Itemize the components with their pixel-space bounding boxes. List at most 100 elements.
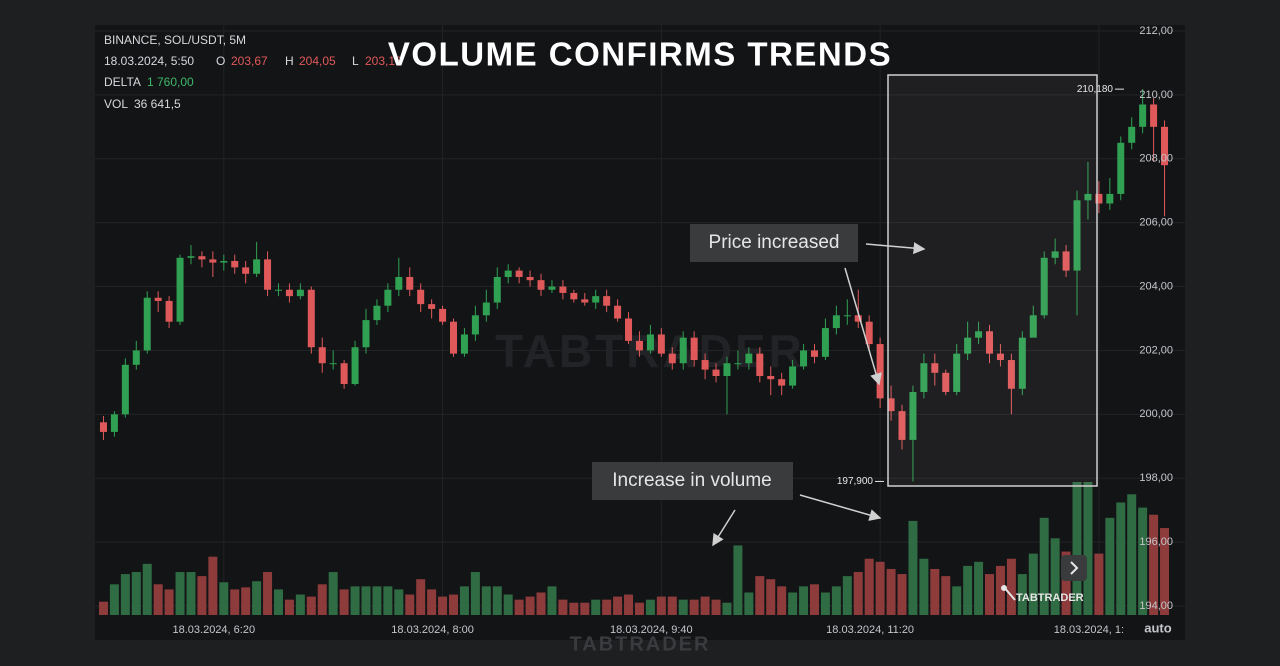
y-tick-label: 194,00 — [1139, 600, 1173, 612]
candle-body — [832, 315, 840, 329]
candle-body — [1117, 142, 1125, 194]
candle-body — [570, 292, 578, 300]
candle-body — [329, 363, 337, 365]
y-tick-label: 212,00 — [1139, 25, 1173, 37]
volume-bar — [864, 558, 874, 615]
candle-body — [515, 270, 523, 277]
volume-bar — [678, 599, 688, 615]
candle-body — [942, 372, 950, 392]
candle-body — [843, 315, 851, 317]
volume-bar — [744, 592, 754, 615]
volume-bar — [733, 545, 743, 615]
high-marker-label: 210,180 — [1077, 84, 1114, 95]
volume-bar — [120, 574, 130, 615]
candle-body — [931, 363, 939, 373]
watermark: TABTRADER — [570, 633, 711, 655]
annotation-box — [592, 462, 793, 500]
volume-bar — [503, 594, 513, 615]
volume-bar — [98, 601, 108, 615]
time: 18.03.2024, 5:50 — [104, 54, 194, 68]
candle-body — [1139, 104, 1147, 127]
volume-bar — [186, 572, 196, 615]
candle-body — [417, 289, 425, 305]
volume-bar — [897, 574, 907, 615]
volume-bar — [820, 592, 830, 615]
volume-bar — [492, 586, 502, 615]
volume-bar — [230, 589, 240, 615]
chart-title: VOLUME CONFIRMS TRENDS — [388, 36, 892, 73]
y-tick-label: 202,00 — [1139, 344, 1173, 356]
volume-bar — [394, 589, 404, 615]
volume-bar — [766, 579, 776, 615]
volume-layer — [98, 482, 1170, 615]
x-tick-label: 18.03.2024, 11:20 — [826, 624, 914, 636]
scale-mode[interactable]: auto — [1144, 620, 1172, 635]
candle-body — [340, 363, 348, 384]
volume-bar — [602, 599, 612, 615]
candle-body — [351, 347, 359, 384]
vol-value: 36 641,5 — [134, 97, 181, 111]
volume-bar — [689, 599, 699, 615]
y-tick-label: 210,00 — [1139, 89, 1173, 101]
candle-body — [450, 321, 458, 354]
volume-bar — [558, 599, 568, 615]
volume-bar — [197, 576, 207, 615]
candle-body — [285, 289, 293, 297]
candle-body — [810, 350, 818, 357]
candle-body — [307, 289, 315, 348]
volume-bar — [1116, 502, 1126, 615]
candle-body — [646, 334, 654, 351]
volume-bar — [175, 572, 185, 615]
candle-body — [635, 340, 643, 351]
volume-bar — [941, 576, 951, 615]
volume-bar — [700, 596, 710, 615]
candle-body — [428, 304, 436, 309]
vol-label: VOL — [104, 97, 128, 111]
candle-body — [734, 363, 742, 365]
annotation: Increase in volume — [612, 470, 771, 491]
candle-body — [625, 318, 633, 341]
volume-bar — [361, 586, 371, 615]
candle-body — [493, 276, 501, 303]
volume-bar — [164, 589, 174, 615]
volume-bar — [755, 576, 765, 615]
candle-layer — [99, 89, 1169, 482]
volume-bar — [1105, 517, 1115, 615]
scroll-button[interactable] — [1061, 555, 1087, 581]
candle-body — [701, 360, 709, 370]
volume-bar — [711, 599, 721, 615]
candle-body — [406, 276, 414, 290]
volume-bar — [1127, 494, 1137, 615]
candle-body — [953, 353, 961, 392]
candle-body — [800, 350, 808, 367]
candle-body — [996, 353, 1004, 361]
header: BINANCE, SOL/USDT, 5M 18.03.2024, 5:50 O… — [104, 33, 402, 111]
candle-body — [1150, 104, 1158, 127]
candle-body — [362, 320, 370, 348]
y-tick-label: 206,00 — [1139, 217, 1173, 229]
candle-body — [592, 296, 600, 303]
candle-body — [614, 305, 622, 319]
candle-body — [296, 289, 304, 297]
volume-bar — [241, 587, 251, 615]
l-value: 203,16 — [365, 54, 402, 68]
volume-bar — [1138, 507, 1148, 615]
candle-body — [1106, 193, 1114, 204]
candle-body — [964, 337, 972, 354]
candle-body — [1040, 257, 1048, 316]
volume-bar — [591, 599, 601, 615]
axes: 194,00 196,00 198,00 200,00 202,00 204,00 206,… — [173, 25, 1173, 636]
candle-body — [439, 308, 447, 322]
volume-bar — [131, 572, 141, 615]
logo-text: TABTRADER — [1016, 592, 1084, 604]
candle-body — [854, 315, 862, 322]
candle-body — [165, 300, 173, 322]
volume-bar — [656, 596, 666, 615]
candle-body — [318, 347, 326, 364]
candle-body — [668, 353, 676, 364]
volume-bar — [777, 586, 787, 615]
volume-bar — [427, 589, 437, 615]
volume-bar — [1017, 574, 1027, 615]
candle-body — [723, 363, 731, 376]
volume-bar — [295, 594, 305, 615]
